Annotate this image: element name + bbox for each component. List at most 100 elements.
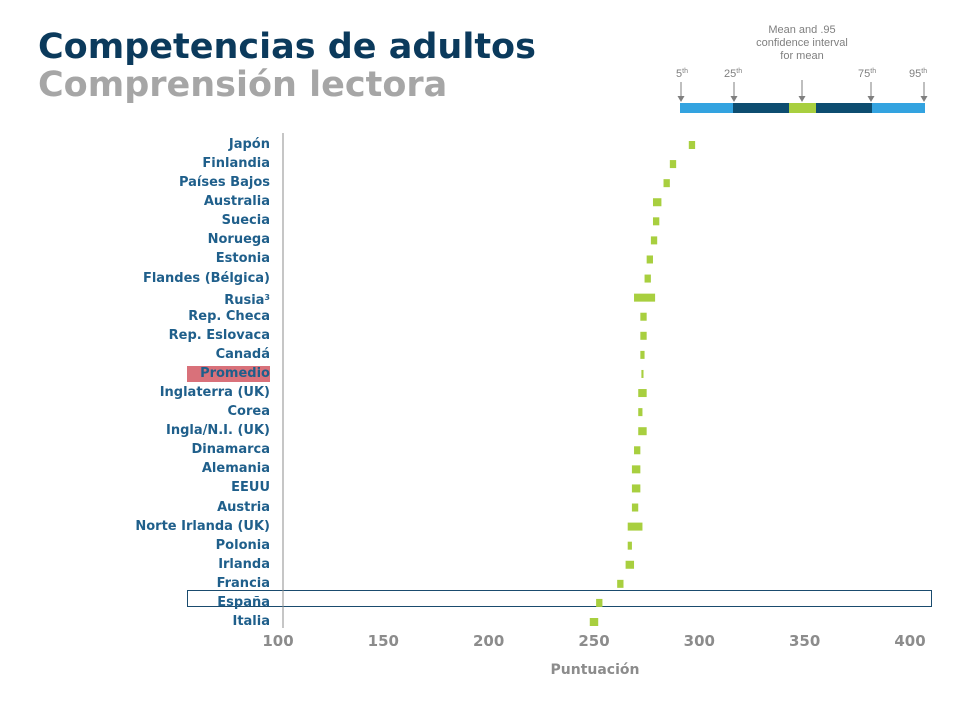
ci-bar: [631, 465, 641, 474]
country-label: Dinamarca: [192, 442, 270, 458]
country-name: Polonia: [215, 537, 270, 553]
ci-bar: [640, 331, 647, 340]
country-name: Suecia: [221, 213, 270, 229]
legend-percentile-label: 95th: [909, 68, 927, 80]
country-name: EEUU: [231, 480, 270, 496]
legend-arrow-head: [867, 96, 875, 102]
country-label: Austria: [217, 500, 270, 516]
country-name: Norte Irlanda (UK): [135, 518, 270, 534]
country-label: Australia: [204, 194, 270, 210]
country-name: Dinamarca: [191, 442, 270, 458]
ci-bar: [644, 274, 651, 283]
promedio-highlight: [187, 366, 270, 382]
country-label: Polonia: [216, 538, 270, 554]
ci-bar: [663, 179, 670, 188]
country-label: Canadá: [216, 347, 270, 363]
ci-bar: [627, 541, 632, 550]
country-label: Irlanda: [218, 557, 270, 573]
country-label: EEUU: [231, 480, 270, 496]
x-tick-label: 400: [894, 632, 926, 650]
percentile-suffix: th: [682, 68, 688, 75]
ci-bar: [634, 293, 656, 302]
x-tick-label: 350: [789, 632, 821, 650]
x-axis-label: Puntuación: [550, 662, 640, 678]
country-name: España: [217, 594, 270, 610]
country-label: Suecia: [222, 213, 270, 229]
ci-bar: [640, 312, 647, 321]
legend-inner-right: [816, 103, 872, 113]
country-name: Canadá: [215, 346, 270, 362]
country-label: Noruega: [208, 232, 270, 248]
ci-bar: [650, 236, 658, 245]
ci-bar: [669, 160, 677, 169]
percentile-suffix: th: [921, 68, 928, 75]
legend-mean: [789, 103, 816, 113]
title-block: Competencias de adultos Comprensión lect…: [38, 28, 536, 104]
percentile-suffix: th: [870, 68, 877, 75]
country-name: Estonia: [215, 251, 270, 267]
x-tick-label: 150: [367, 632, 399, 650]
x-tick-label: 250: [578, 632, 610, 650]
legend-percentile-label: 75th: [858, 68, 876, 80]
ci-bar: [688, 141, 696, 149]
country-label: Finlandia: [202, 156, 270, 172]
country-name: Flandes (Bélgica): [142, 270, 270, 286]
country-name: Rep. Checa: [188, 308, 270, 324]
country-name: Corea: [227, 404, 270, 420]
country-name: Ingla/N.I. (UK): [165, 423, 270, 439]
country-label: Rusia3: [224, 290, 270, 309]
country-name: Rep. Eslovaca: [168, 327, 270, 343]
x-tick-label: 300: [683, 632, 715, 650]
country-name: Finlandia: [202, 156, 270, 172]
ci-bar: [638, 408, 643, 417]
country-name: Rusia: [224, 292, 265, 308]
legend-percentile-label: 25th: [724, 68, 742, 80]
country-label: Alemania: [202, 461, 270, 477]
country-label: Rep. Eslovaca: [169, 328, 270, 344]
country-name: Austria: [217, 499, 270, 515]
legend-outer-left: [680, 103, 733, 113]
country-label: Inglaterra (UK): [160, 385, 270, 401]
country-label: Corea: [228, 404, 270, 420]
ci-bar: [617, 579, 624, 588]
chart-title: Competencias de adultos: [38, 27, 536, 67]
ci-bar: [596, 598, 603, 607]
legend-caption: Mean and .95 confidence interval for mea…: [756, 24, 848, 62]
percentile-suffix: th: [736, 68, 743, 75]
x-tick-label: 200: [473, 632, 505, 650]
legend-arrow-head: [677, 96, 685, 102]
legend-inner-left: [733, 103, 789, 113]
country-label: Ingla/N.I. (UK): [166, 423, 270, 439]
percentile-number: 25: [724, 68, 737, 80]
country-label: Promedio: [200, 366, 270, 382]
country-name: Australia: [203, 194, 270, 210]
ci-bar: [631, 484, 641, 493]
country-name: Noruega: [207, 232, 270, 248]
chart-subtitle: Comprensión lectora: [38, 65, 448, 105]
percentile-number: 75: [858, 68, 871, 80]
ci-bar: [638, 389, 647, 398]
ci-bar: [652, 198, 662, 207]
country-label: Países Bajos: [179, 175, 270, 191]
legend-arrow-head: [730, 96, 738, 102]
legend-percentile-label: 5th: [676, 68, 688, 80]
country-name: Japón: [228, 137, 270, 152]
ci-bar: [627, 522, 643, 531]
country-name: Promedio: [200, 365, 270, 381]
percentile-number: 5: [676, 68, 683, 80]
country-label: Norte Irlanda (UK): [135, 519, 270, 535]
ci-bar: [631, 503, 639, 512]
country-name: Irlanda: [218, 556, 270, 572]
legend-mean-arrow-head: [798, 96, 806, 102]
country-label: Flandes (Bélgica): [143, 271, 270, 287]
ci-bar: [652, 217, 660, 226]
ci-bar: [641, 369, 644, 378]
country-name: Francia: [216, 575, 270, 591]
country-label: Estonia: [216, 251, 270, 267]
percentile-number: 95: [909, 68, 922, 80]
country-label: Italia: [232, 614, 270, 630]
country-footnote: 3: [264, 292, 270, 302]
spain-highlight-box: [187, 590, 932, 607]
ci-bar: [638, 427, 647, 436]
